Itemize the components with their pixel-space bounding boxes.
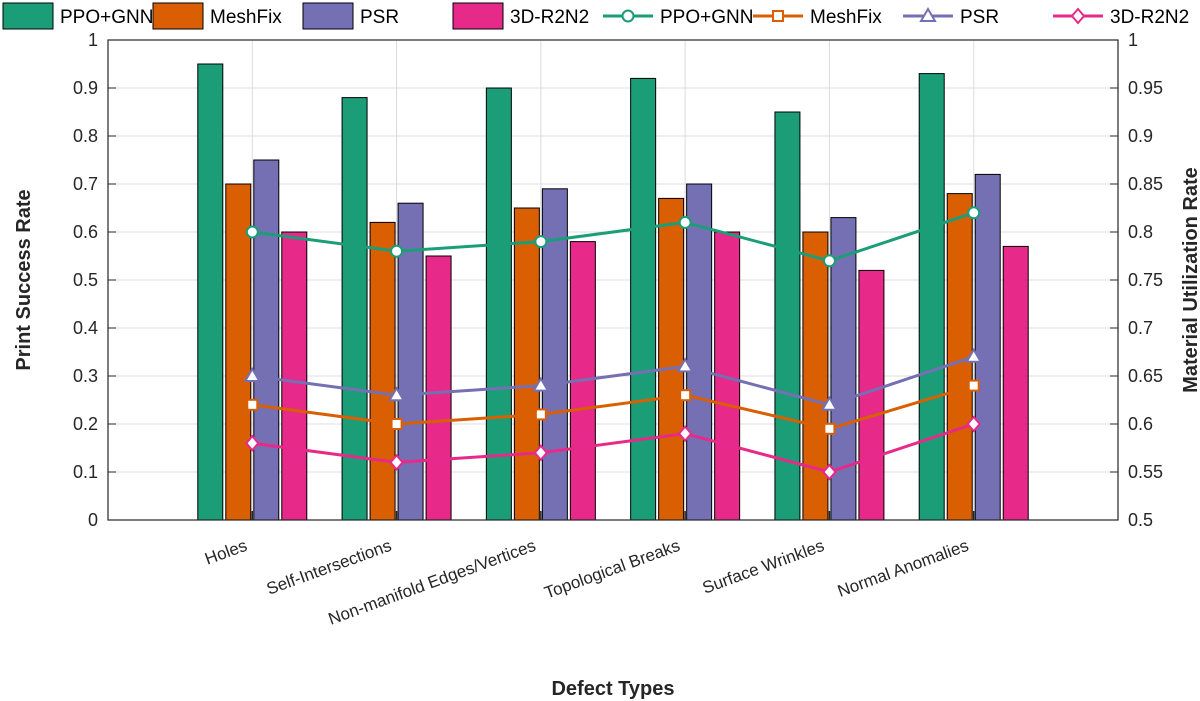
line-ppo-gnn: [252, 211, 975, 263]
legend-label-meshfix: MeshFix: [210, 7, 282, 28]
category-label: Topological Breaks: [542, 536, 683, 603]
point-psr: [964, 347, 983, 363]
bar-meshfix: [369, 221, 396, 521]
point-ppo-gnn: [822, 254, 836, 268]
line-psr: [252, 355, 975, 407]
point-meshfix: [534, 408, 547, 421]
legend-label-3d-r2n2: 3D-R2N2: [1110, 7, 1189, 28]
left-tick-label: 0: [88, 510, 98, 530]
right-tick-label: 0.85: [1128, 174, 1163, 194]
left-tick-label: 1: [88, 30, 98, 50]
point-psr: [532, 376, 550, 392]
bar-ppo-gnn: [630, 77, 657, 521]
category-label: Surface Wrinkles: [700, 536, 827, 598]
right-tick-label: 0.9: [1128, 126, 1153, 146]
point-psr: [676, 357, 694, 373]
left-tick-label: 0.4: [73, 318, 98, 338]
left-tick-label: 0.9: [73, 78, 98, 98]
bars: [197, 63, 1029, 521]
right-tick-label: 0.65: [1128, 366, 1163, 386]
bar-psr: [253, 159, 280, 521]
right-tick-label: 0.95: [1128, 78, 1163, 98]
legend-swatch-bar-psr: [302, 2, 354, 30]
bar-meshfix: [658, 197, 685, 521]
bar-meshfix: [802, 231, 829, 521]
left-tick-label: 0.3: [73, 366, 98, 386]
legend-swatch-bar-3d-r2n2: [452, 2, 504, 30]
left-tick-label: 0.1: [73, 462, 98, 482]
right-tick-label: 0.5: [1128, 510, 1153, 530]
legend-label-meshfix: MeshFix: [810, 7, 882, 28]
point-meshfix: [967, 379, 980, 392]
category-label: Self-Intersections: [264, 536, 394, 599]
point-meshfix: [679, 389, 692, 402]
point-ppo-gnn: [390, 244, 404, 258]
bar-3d-r2n2: [1002, 245, 1029, 521]
point-meshfix: [246, 398, 259, 411]
bar-ppo-gnn: [485, 87, 512, 521]
bar-meshfix: [225, 183, 252, 521]
point-3d-r2n2: [822, 463, 837, 481]
bar-ppo-gnn: [197, 63, 224, 521]
point-meshfix: [390, 418, 403, 430]
right-tick-label: 0.6: [1128, 414, 1153, 434]
bar-3d-r2n2: [281, 231, 308, 521]
left-y-axis-title: Print Success Rate: [13, 189, 35, 370]
point-ppo-gnn: [678, 215, 692, 229]
lines: [243, 206, 983, 481]
legend-label-ppo-gnn: PPO+GNN: [60, 7, 153, 28]
legend-marker-3d-r2n2: [1070, 7, 1086, 25]
category-label: Holes: [202, 536, 249, 569]
bar-3d-r2n2: [425, 255, 452, 521]
right-axis-ticks: 0.5 0.55 0.6 0.65 0.7 0.75 0.8 0.85 0.9 0.95 1: [1110, 30, 1163, 530]
point-3d-r2n2: [966, 415, 982, 433]
legend-marker-meshfix: [772, 10, 784, 22]
right-y-axis-title: Material Utilization Rate: [1180, 167, 1200, 393]
point-ppo-gnn: [245, 225, 259, 239]
legend-label-3d-r2n2: 3D-R2N2: [510, 7, 589, 28]
point-ppo-gnn: [967, 206, 981, 220]
point-psr: [387, 386, 406, 402]
legend-swatch-bar-ppo-gnn: [2, 2, 54, 30]
right-tick-label: 0.55: [1128, 462, 1163, 482]
line-3d-r2n2: [252, 422, 975, 474]
point-ppo-gnn: [534, 235, 548, 249]
point-psr: [820, 395, 839, 411]
left-tick-label: 0.6: [73, 222, 98, 242]
right-tick-label: 0.75: [1128, 270, 1163, 290]
point-psr: [243, 367, 262, 382]
bar-meshfix: [946, 193, 973, 521]
category-label: Normal Anomalies: [835, 536, 971, 601]
point-3d-r2n2: [244, 434, 260, 452]
left-tick-label: 0.2: [73, 414, 98, 434]
point-3d-r2n2: [389, 453, 404, 471]
bar-psr: [686, 183, 713, 521]
point-meshfix: [823, 422, 836, 435]
legend-label-psr: PSR: [960, 7, 999, 28]
right-tick-label: 0.8: [1128, 222, 1153, 242]
legend: PPO+GNN MeshFix PSR 3D-R2N2 PPO+GNN MeshFix PS…: [2, 2, 1189, 30]
left-axis-ticks: 0 0.1 0.2 0.3 0.4 0.5 0.6 0.7 0.8 0.9 1: [73, 30, 116, 530]
point-3d-r2n2: [677, 425, 693, 443]
left-tick-label: 0.8: [73, 126, 98, 146]
legend-label-ppo-gnn: PPO+GNN: [660, 7, 753, 28]
legend-marker-psr: [919, 7, 937, 22]
left-tick-label: 0.5: [73, 270, 98, 290]
legend-swatch-bar-meshfix: [152, 2, 204, 30]
line-meshfix: [252, 384, 975, 431]
right-tick-label: 1: [1128, 30, 1138, 50]
bar-meshfix: [513, 207, 540, 521]
legend-label-psr: PSR: [360, 7, 399, 28]
bar-ppo-gnn: [341, 97, 368, 521]
right-tick-label: 0.7: [1128, 318, 1153, 338]
bar-ppo-gnn: [918, 73, 945, 521]
point-3d-r2n2: [533, 444, 549, 462]
left-tick-label: 0.7: [73, 174, 98, 194]
legend-marker-ppo-gnn: [621, 9, 635, 23]
x-axis-title: Defect Types: [551, 678, 674, 700]
bar-psr: [974, 173, 1001, 521]
